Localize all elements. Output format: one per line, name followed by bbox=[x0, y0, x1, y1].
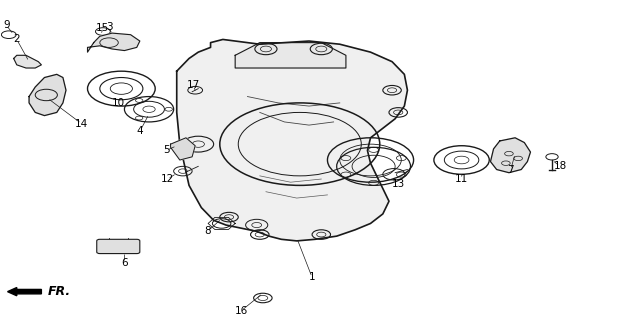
Text: 16: 16 bbox=[235, 306, 248, 316]
Text: 14: 14 bbox=[75, 118, 88, 129]
Polygon shape bbox=[14, 55, 41, 68]
Text: 9: 9 bbox=[3, 20, 10, 30]
Text: 10: 10 bbox=[112, 98, 125, 108]
Text: FR.: FR. bbox=[48, 285, 70, 298]
Polygon shape bbox=[235, 43, 346, 68]
Text: 8: 8 bbox=[204, 226, 211, 236]
Text: 12: 12 bbox=[161, 174, 174, 184]
Text: 18: 18 bbox=[553, 161, 567, 171]
Text: 3: 3 bbox=[106, 22, 112, 32]
Text: 13: 13 bbox=[392, 179, 405, 189]
Polygon shape bbox=[29, 74, 66, 116]
Text: 5: 5 bbox=[163, 146, 169, 156]
Polygon shape bbox=[177, 39, 407, 241]
Text: 4: 4 bbox=[137, 126, 143, 136]
Text: 11: 11 bbox=[455, 174, 468, 184]
Text: 17: 17 bbox=[187, 80, 200, 91]
Text: 2: 2 bbox=[14, 35, 20, 44]
Polygon shape bbox=[7, 288, 41, 296]
Text: 1: 1 bbox=[309, 272, 315, 282]
Polygon shape bbox=[171, 138, 195, 160]
Polygon shape bbox=[88, 33, 140, 52]
FancyBboxPatch shape bbox=[97, 239, 140, 253]
Polygon shape bbox=[491, 138, 530, 173]
Text: 15: 15 bbox=[96, 23, 109, 33]
Text: 6: 6 bbox=[121, 258, 128, 268]
Text: 7: 7 bbox=[507, 164, 514, 174]
